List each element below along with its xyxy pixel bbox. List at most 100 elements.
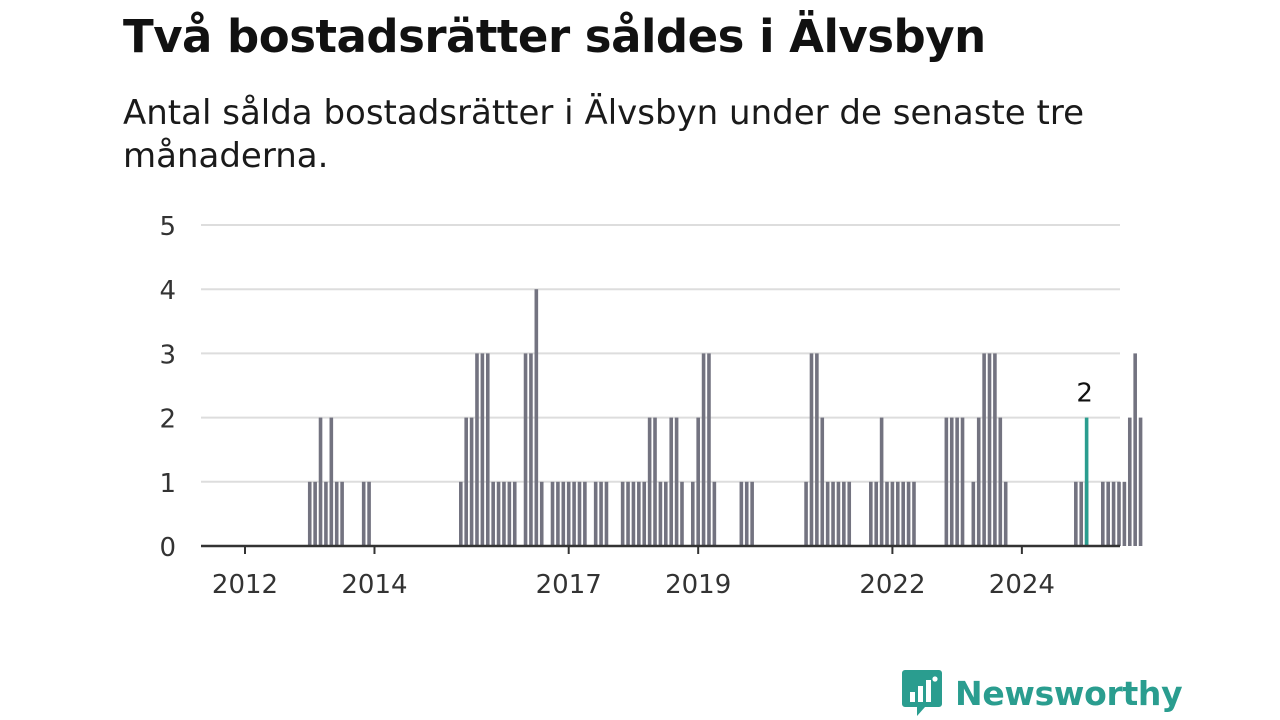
- bar: [890, 481, 895, 546]
- bar: [804, 481, 808, 546]
- bar: [599, 481, 603, 546]
- bar: [842, 481, 846, 546]
- bar: [674, 417, 679, 546]
- bar: [523, 353, 528, 546]
- x-tick-label: 2017: [536, 570, 602, 600]
- bar: [631, 481, 636, 546]
- bar: [647, 417, 652, 546]
- bar: [825, 481, 830, 546]
- bar: [496, 481, 501, 546]
- bar: [712, 481, 717, 546]
- bar: [507, 481, 512, 546]
- x-axis: 2012 2014 2017 2019 2022 2024: [201, 544, 1120, 600]
- bar: [1101, 481, 1105, 546]
- bar: [696, 417, 700, 546]
- bar: [324, 481, 328, 546]
- y-tick-label: 3: [159, 340, 176, 370]
- bar: [1074, 481, 1078, 546]
- bar: [367, 481, 371, 546]
- bar: [820, 417, 825, 546]
- bar: [1106, 481, 1110, 546]
- bar: [459, 481, 463, 546]
- bars: [307, 289, 1143, 546]
- bar: [976, 417, 981, 546]
- bar: [1111, 481, 1116, 546]
- bar: [334, 481, 339, 546]
- bar: [949, 417, 954, 546]
- bar: [847, 481, 852, 546]
- bar: [993, 353, 997, 546]
- y-tick-label: 4: [159, 276, 176, 306]
- bar-highlight: [1084, 417, 1089, 546]
- bar: [561, 481, 566, 546]
- bar: [637, 481, 641, 546]
- y-axis-labels: 0 1 2 3 4 5: [159, 212, 176, 563]
- bar: [1003, 481, 1008, 546]
- y-tick-label: 0: [159, 533, 176, 563]
- bar: [960, 417, 965, 546]
- bar: [658, 481, 663, 546]
- bar: [572, 481, 576, 546]
- bar: [1122, 481, 1127, 546]
- bar-value-label: 2: [1076, 379, 1093, 409]
- bar: [955, 417, 959, 546]
- bar: [1079, 481, 1084, 546]
- chart-title: Två bostadsrätter såldes i Älvsbyn: [123, 10, 986, 63]
- bar: [480, 353, 485, 546]
- bar: [944, 417, 949, 546]
- bar: [1127, 417, 1132, 546]
- bar: [831, 481, 835, 546]
- x-tick-label: 2024: [989, 570, 1055, 600]
- x-tick-label: 2022: [859, 570, 925, 600]
- bar: [556, 481, 560, 546]
- bar: [750, 481, 754, 546]
- bar: [485, 353, 490, 546]
- y-tick-label: 1: [159, 469, 176, 499]
- y-tick-label: 2: [159, 405, 176, 435]
- bar: [809, 353, 814, 546]
- bar: [361, 481, 366, 546]
- bar: [815, 353, 819, 546]
- bar: [987, 353, 992, 546]
- newsworthy-logo: Newsworthy: [901, 668, 1183, 718]
- bar: [906, 481, 911, 546]
- bar: [340, 481, 344, 546]
- bar: [874, 481, 879, 546]
- bar: [879, 417, 884, 546]
- bar: [690, 481, 695, 546]
- bar: [707, 353, 711, 546]
- bar: [869, 481, 873, 546]
- bar: [895, 481, 900, 546]
- bar: [583, 481, 587, 546]
- bar: [539, 481, 544, 546]
- bar: [502, 481, 506, 546]
- bar: [550, 481, 555, 546]
- bar: [604, 481, 609, 546]
- bar: [313, 481, 317, 546]
- bar: [512, 481, 517, 546]
- x-tick-label: 2012: [212, 570, 278, 600]
- bar: [469, 417, 474, 546]
- bar: [680, 481, 684, 546]
- newsworthy-chart-bubble-icon: [902, 670, 942, 716]
- bar: [885, 481, 889, 546]
- bar: [566, 481, 571, 546]
- chart-subtitle: Antal sålda bostadsrätter i Älvsbyn unde…: [123, 93, 1084, 176]
- bar: [1138, 417, 1143, 546]
- bar: [475, 353, 479, 546]
- bar: [836, 481, 841, 546]
- bar: [971, 481, 976, 546]
- bar: [626, 481, 630, 546]
- bar: [744, 481, 749, 546]
- bar: [464, 417, 468, 546]
- bar: [901, 481, 905, 546]
- grid-lines: [201, 224, 1120, 483]
- bar: [529, 353, 533, 546]
- data-labels: 2: [1076, 379, 1093, 409]
- bar: [307, 481, 312, 546]
- y-tick-label: 5: [159, 212, 176, 242]
- bar: [653, 417, 657, 546]
- bar: [669, 417, 674, 546]
- bar: [998, 417, 1003, 546]
